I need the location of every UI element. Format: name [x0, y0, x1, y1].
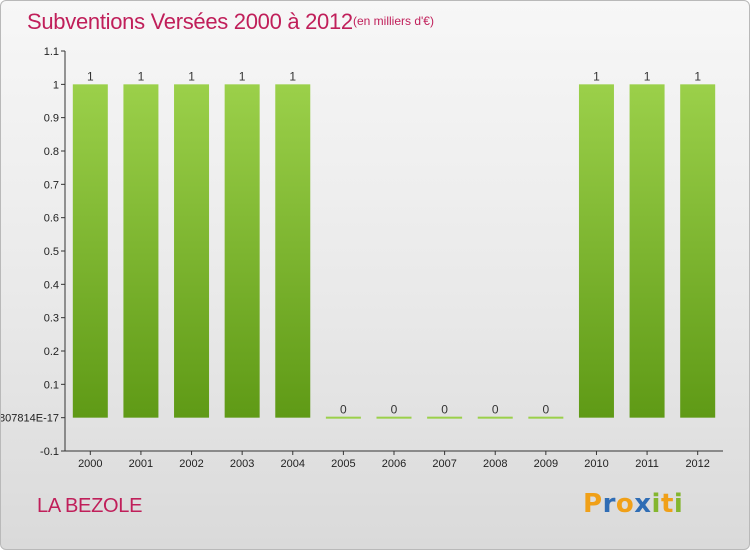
bar-value-label: 1 — [138, 69, 145, 83]
bar-2005 — [325, 416, 361, 419]
bar-value-label: 0 — [492, 403, 499, 417]
y-tick-label: 0.3 — [44, 313, 59, 325]
bar-2000 — [72, 84, 108, 418]
proxiti-logo[interactable]: Proxiti — [583, 489, 684, 519]
y-tick-label: 0.9 — [44, 113, 59, 125]
y-tick-label: 1.1 — [44, 46, 59, 58]
y-tick-label: -0.1 — [40, 446, 59, 458]
y-tick-label: 807814E-17 — [1, 413, 59, 425]
bar-2007 — [427, 416, 463, 419]
x-tick-label: 2007 — [432, 458, 456, 470]
x-tick-label: 2001 — [129, 458, 153, 470]
bar-2003 — [224, 84, 260, 418]
bar-value-label: 0 — [391, 403, 398, 417]
x-tick-label: 2000 — [78, 458, 102, 470]
bar-value-label: 1 — [188, 69, 195, 83]
y-tick-label: 0.4 — [44, 279, 59, 291]
bar-value-label: 1 — [644, 69, 651, 83]
bar-2010 — [578, 84, 614, 418]
bar-value-label: 0 — [543, 403, 550, 417]
bar-2006 — [376, 416, 412, 419]
chart-title: Subventions Versées 2000 à 2012 — [27, 9, 353, 34]
unit-note: (en milliers d'€) — [353, 14, 434, 28]
commune-name: LA BEZOLE — [37, 495, 143, 517]
y-tick-label: 0.7 — [44, 179, 59, 191]
x-tick-label: 2010 — [584, 458, 608, 470]
y-tick-label: 0.8 — [44, 146, 59, 158]
bar-value-label: 1 — [87, 69, 94, 83]
bar-2001 — [123, 84, 159, 418]
x-tick-label: 2002 — [179, 458, 203, 470]
bar-value-label: 1 — [239, 69, 246, 83]
x-tick-label: 2006 — [382, 458, 406, 470]
bar-value-label: 0 — [340, 403, 347, 417]
bar-value-label: 0 — [441, 403, 448, 417]
bar-2008 — [477, 416, 513, 419]
y-tick-label: 1 — [53, 79, 59, 91]
x-tick-label: 2004 — [281, 458, 305, 470]
bar-2009 — [528, 416, 564, 419]
bar-2011 — [629, 84, 665, 418]
x-tick-label: 2003 — [230, 458, 254, 470]
bar-value-label: 1 — [289, 69, 296, 83]
x-tick-label: 2012 — [685, 458, 709, 470]
y-tick-label: 0.5 — [44, 246, 59, 258]
bar-2002 — [174, 84, 210, 418]
bar-2012 — [680, 84, 716, 418]
x-tick-label: 2005 — [331, 458, 355, 470]
y-tick-label: 0.1 — [44, 379, 59, 391]
bar-value-label: 1 — [593, 69, 600, 83]
bar-2004 — [275, 84, 311, 418]
y-tick-label: 0.6 — [44, 213, 59, 225]
x-tick-label: 2008 — [483, 458, 507, 470]
y-tick-label: 0.2 — [44, 346, 59, 358]
bar-value-label: 1 — [694, 69, 701, 83]
x-tick-label: 2011 — [635, 458, 659, 470]
x-tick-label: 2009 — [534, 458, 558, 470]
